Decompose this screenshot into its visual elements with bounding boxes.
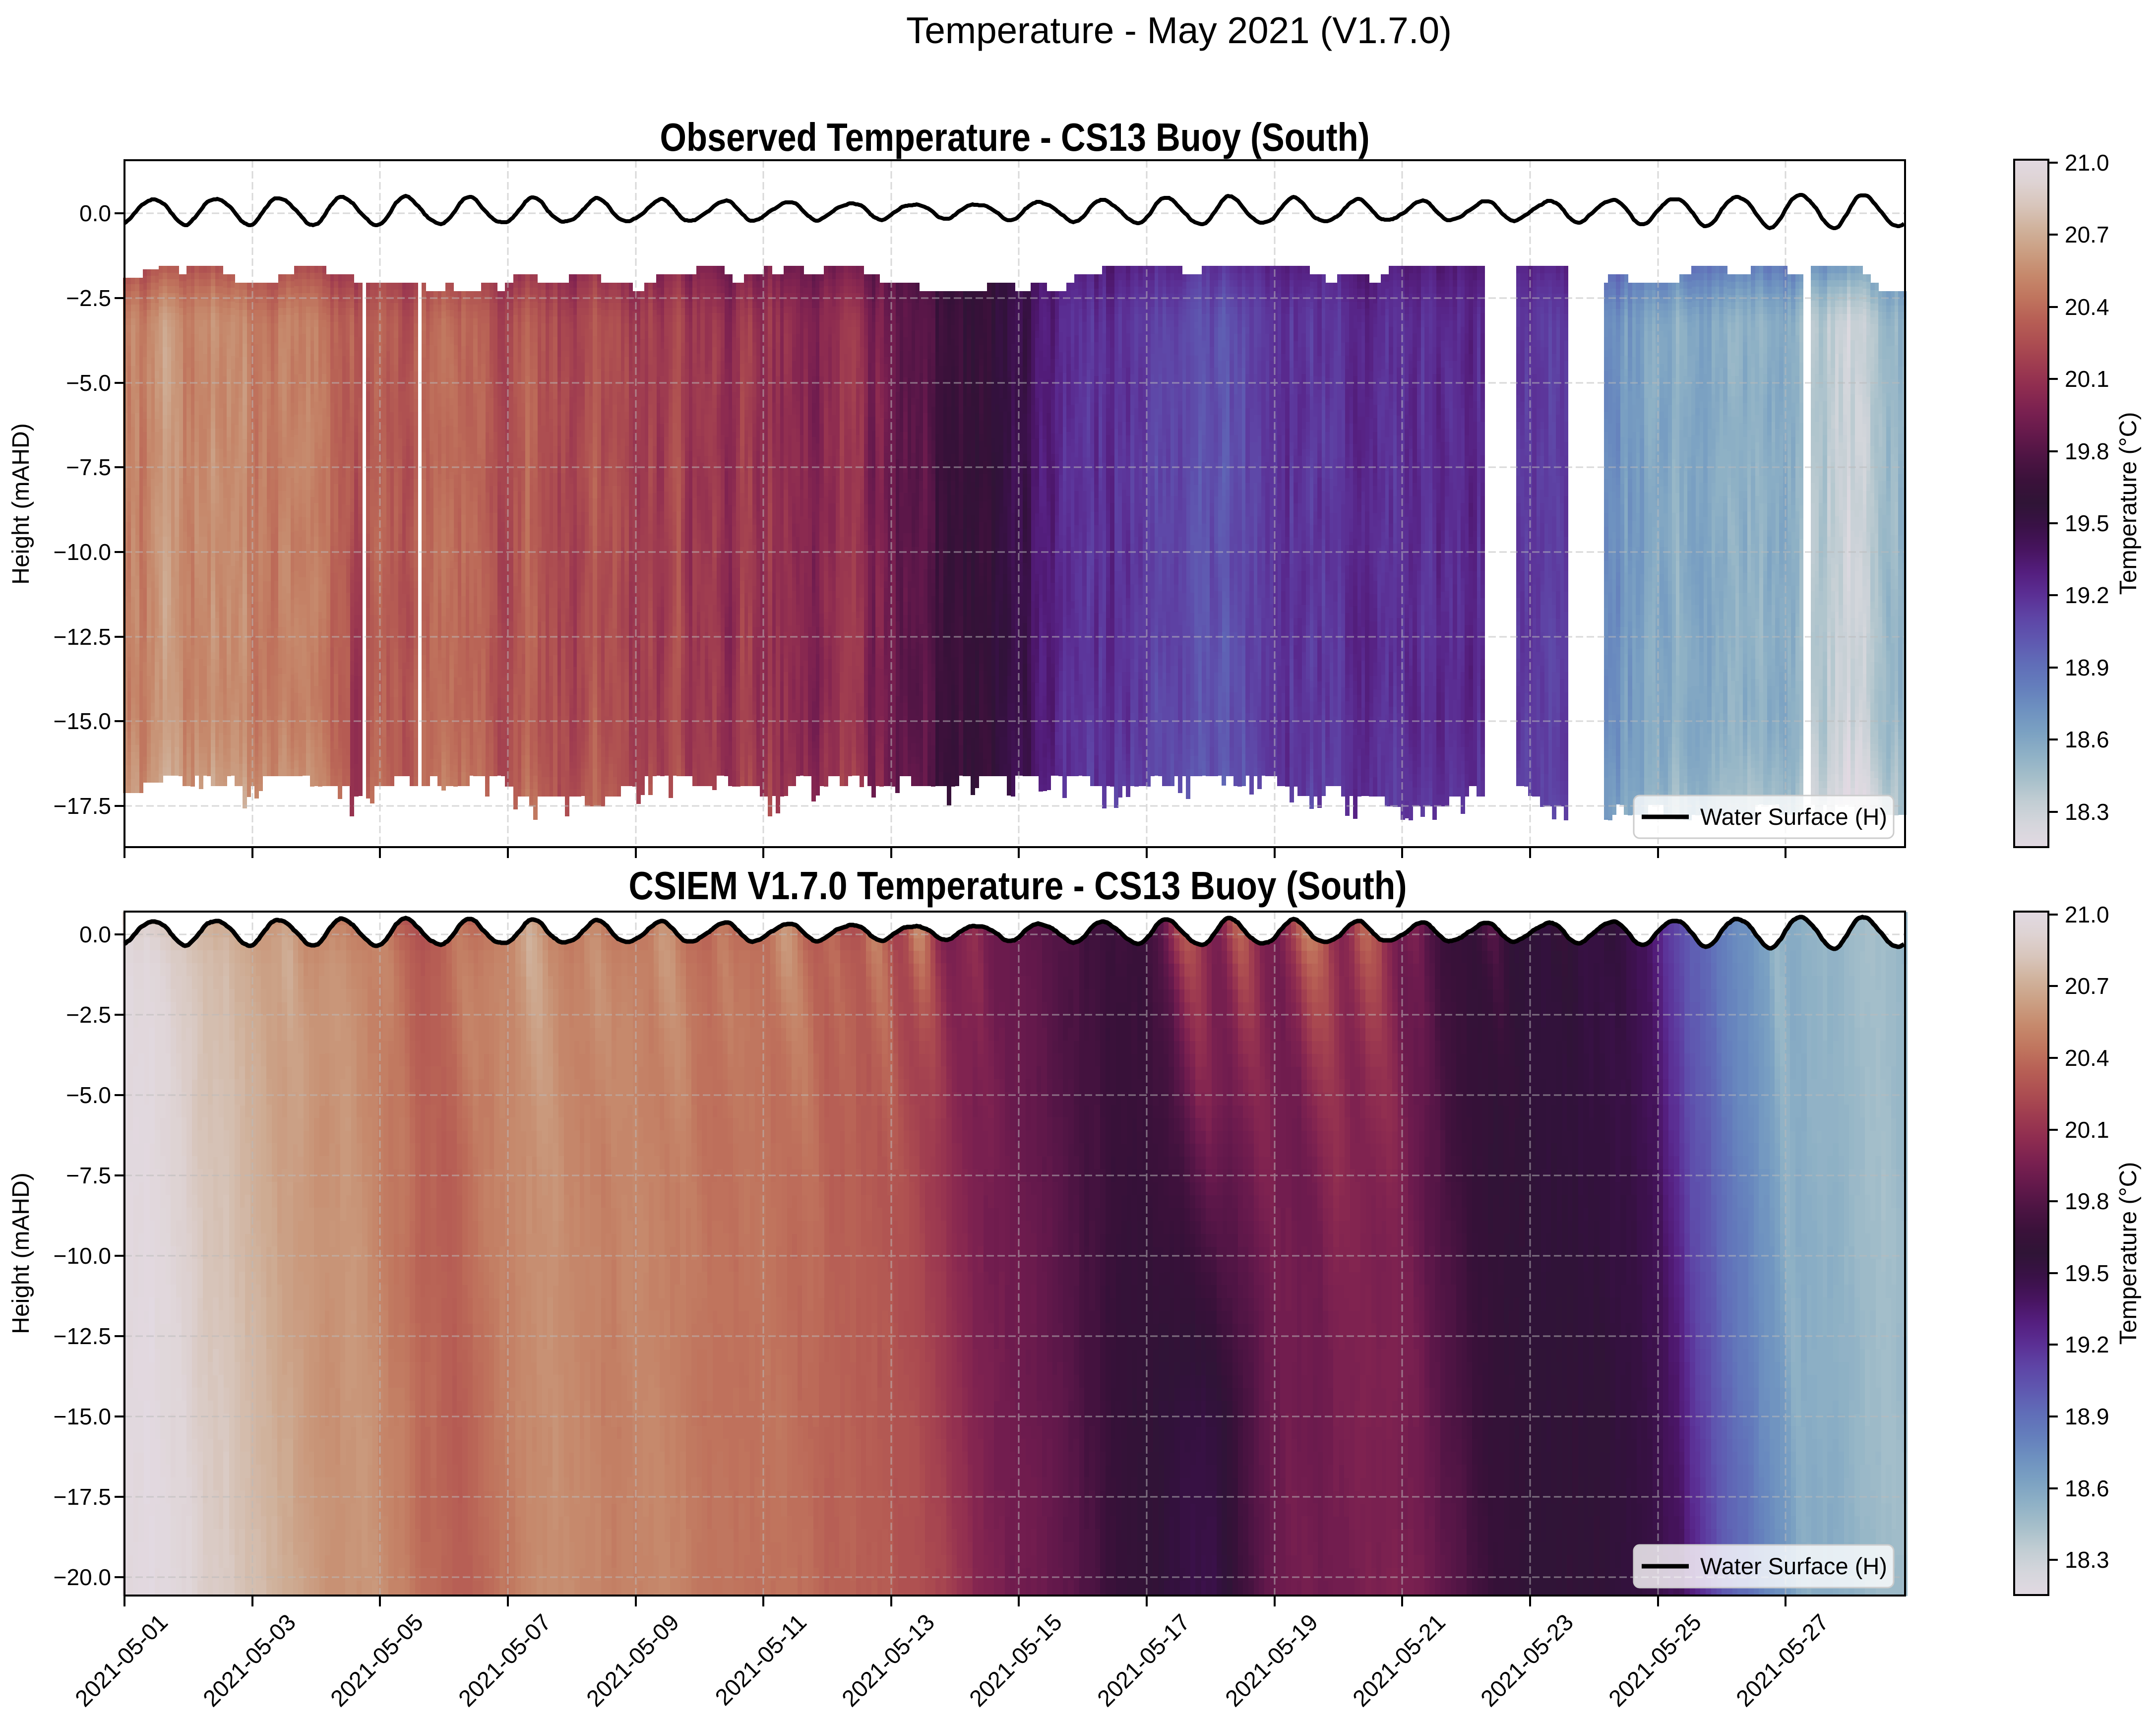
svg-text:−15.0: −15.0 bbox=[54, 708, 111, 734]
svg-text:19.8: 19.8 bbox=[2065, 438, 2109, 464]
svg-text:−5.0: −5.0 bbox=[66, 1082, 111, 1108]
svg-text:−2.5: −2.5 bbox=[66, 285, 111, 311]
svg-text:0.0: 0.0 bbox=[79, 200, 111, 226]
svg-text:20.1: 20.1 bbox=[2065, 1117, 2109, 1143]
svg-text:−10.0: −10.0 bbox=[54, 539, 111, 565]
svg-text:18.6: 18.6 bbox=[2065, 727, 2109, 752]
svg-text:−7.5: −7.5 bbox=[66, 1163, 111, 1188]
svg-text:0.0: 0.0 bbox=[79, 922, 111, 947]
svg-text:Temperature - May 2021 (V1.7.0: Temperature - May 2021 (V1.7.0) bbox=[906, 9, 1452, 51]
svg-text:18.9: 18.9 bbox=[2065, 655, 2109, 680]
svg-text:20.7: 20.7 bbox=[2065, 222, 2109, 247]
svg-text:−17.5: −17.5 bbox=[54, 793, 111, 819]
svg-text:19.2: 19.2 bbox=[2065, 1332, 2109, 1357]
svg-text:−15.0: −15.0 bbox=[54, 1404, 111, 1429]
svg-text:−12.5: −12.5 bbox=[54, 1323, 111, 1349]
svg-text:−7.5: −7.5 bbox=[66, 454, 111, 480]
svg-text:−20.0: −20.0 bbox=[54, 1564, 111, 1590]
svg-text:20.1: 20.1 bbox=[2065, 366, 2109, 392]
svg-text:Height (mAHD): Height (mAHD) bbox=[8, 423, 34, 584]
svg-text:Water Surface (H): Water Surface (H) bbox=[1700, 1553, 1887, 1579]
svg-text:Temperature (°C): Temperature (°C) bbox=[2115, 1162, 2142, 1345]
svg-text:−10.0: −10.0 bbox=[54, 1243, 111, 1269]
svg-text:19.5: 19.5 bbox=[2065, 510, 2109, 536]
svg-text:20.4: 20.4 bbox=[2065, 294, 2109, 320]
svg-text:−5.0: −5.0 bbox=[66, 370, 111, 396]
svg-text:21.0: 21.0 bbox=[2065, 150, 2109, 176]
svg-text:−17.5: −17.5 bbox=[54, 1484, 111, 1510]
svg-text:18.9: 18.9 bbox=[2065, 1404, 2109, 1429]
svg-text:Water Surface (H): Water Surface (H) bbox=[1700, 803, 1887, 830]
svg-text:20.4: 20.4 bbox=[2065, 1045, 2109, 1071]
svg-text:Observed Temperature - CS13 Bu: Observed Temperature - CS13 Buoy (South) bbox=[660, 115, 1370, 159]
svg-text:−12.5: −12.5 bbox=[54, 624, 111, 650]
svg-text:18.6: 18.6 bbox=[2065, 1476, 2109, 1501]
svg-text:19.2: 19.2 bbox=[2065, 582, 2109, 608]
svg-text:19.8: 19.8 bbox=[2065, 1188, 2109, 1214]
svg-text:Height (mAHD): Height (mAHD) bbox=[8, 1172, 34, 1334]
svg-text:19.5: 19.5 bbox=[2065, 1260, 2109, 1286]
svg-text:18.3: 18.3 bbox=[2065, 1547, 2109, 1573]
svg-text:21.0: 21.0 bbox=[2065, 902, 2109, 927]
svg-text:18.3: 18.3 bbox=[2065, 799, 2109, 825]
svg-text:CSIEM V1.7.0 Temperature - CS1: CSIEM V1.7.0 Temperature - CS13 Buoy (So… bbox=[629, 863, 1407, 908]
svg-text:Temperature (°C): Temperature (°C) bbox=[2115, 412, 2142, 595]
svg-text:20.7: 20.7 bbox=[2065, 973, 2109, 999]
svg-text:−2.5: −2.5 bbox=[66, 1002, 111, 1028]
